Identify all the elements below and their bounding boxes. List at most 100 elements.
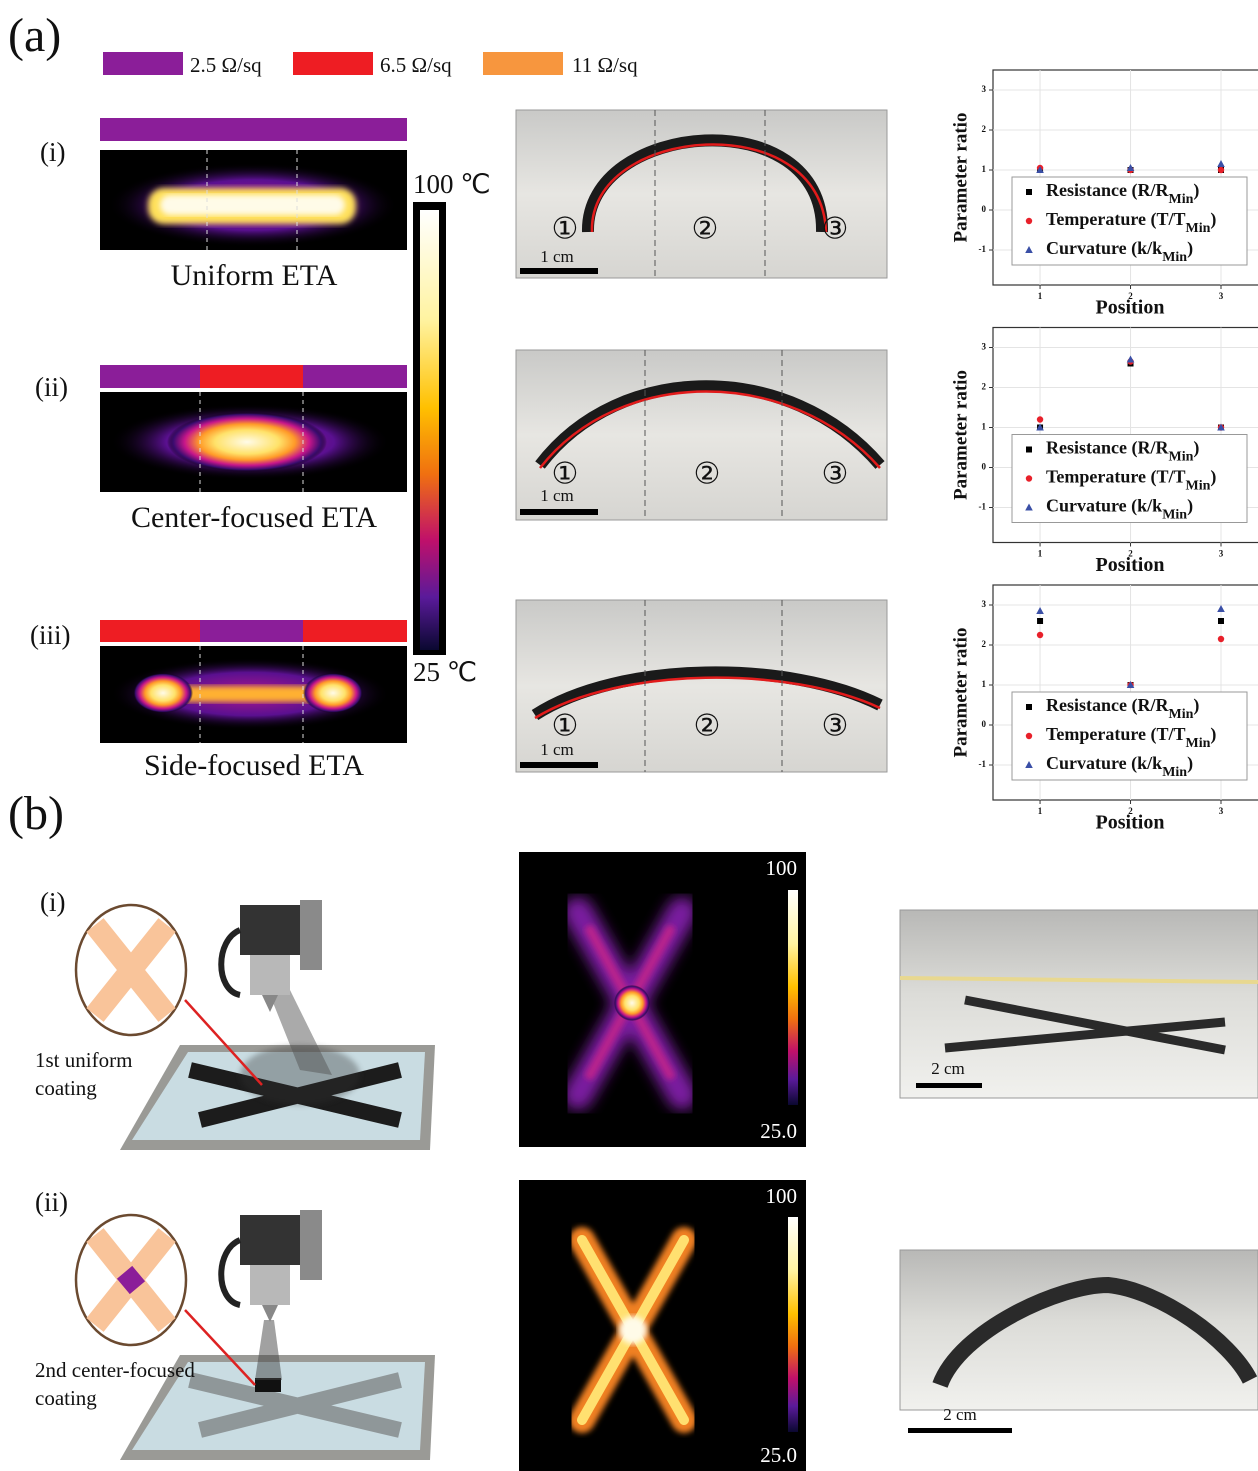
note: coating	[35, 1076, 97, 1100]
y-tick-label: -1	[979, 502, 987, 512]
y-tick-label: 2	[982, 382, 987, 392]
marker	[1026, 704, 1032, 710]
row-label: (ii)	[35, 372, 68, 402]
y-tick-label: 0	[982, 462, 987, 472]
colorbar	[420, 210, 439, 650]
thermal-image: 100 25.0	[519, 1180, 806, 1471]
colorbar-max: 100	[766, 856, 798, 880]
thermal-image	[100, 150, 407, 250]
marker	[1218, 167, 1224, 173]
resistance-bar	[200, 620, 303, 642]
colorbar-min: 25 ℃	[413, 657, 477, 687]
resistance-bar	[303, 365, 407, 388]
photo: ① ② ③ 1 cm	[516, 350, 887, 520]
marker	[1026, 189, 1032, 195]
thermal-image	[100, 646, 407, 743]
position-marker: ③	[822, 457, 849, 492]
colorbar-max: 100 ℃	[413, 169, 491, 199]
legend-swatch	[103, 52, 183, 75]
y-tick-label: 2	[982, 124, 987, 134]
resistance-bar	[200, 365, 303, 388]
legend-label: 11 Ω/sq	[572, 53, 638, 77]
scale-label: 1 cm	[540, 740, 574, 759]
x-tick-label: 3	[1219, 549, 1224, 559]
x-tick-label: 1	[1038, 549, 1043, 559]
note: coating	[35, 1386, 97, 1410]
thermal-image	[100, 392, 407, 492]
row-label: (iii)	[30, 620, 71, 650]
colorbar-max: 100	[766, 1184, 798, 1208]
legend-label: 2.5 Ω/sq	[190, 53, 262, 77]
y-axis-label: Parameter ratio	[950, 628, 971, 758]
y-tick-label: 3	[982, 599, 987, 609]
x-axis-label: Position	[1096, 297, 1165, 319]
x-tick-label: 3	[1219, 291, 1224, 301]
x-axis-label: Position	[1096, 812, 1165, 834]
y-tick-label: 1	[982, 164, 987, 174]
caption: Side-focused ETA	[144, 749, 364, 782]
y-tick-label: 0	[982, 719, 987, 729]
position-marker: ②	[694, 709, 721, 744]
row-label: (i)	[40, 137, 65, 167]
position-marker: ②	[694, 457, 721, 492]
x-tick-label: 3	[1219, 806, 1224, 816]
printer-illustration: (ii) 2nd center-focused coating	[35, 1187, 435, 1460]
scale-label: 2 cm	[943, 1405, 977, 1424]
panel-label: (b)	[8, 787, 64, 840]
marker	[1217, 605, 1225, 612]
position-marker: ①	[552, 212, 579, 247]
note: 2nd center-focused	[35, 1358, 195, 1382]
thermal-image: 100 25.0	[519, 852, 806, 1147]
x-tick-label: 1	[1038, 806, 1043, 816]
marker	[1218, 636, 1224, 642]
position-marker: ③	[822, 212, 849, 247]
photo: ① ② ③ 1 cm	[516, 110, 887, 278]
y-tick-label: 2	[982, 639, 987, 649]
colorbar-min: 25.0	[760, 1119, 797, 1143]
legend-label: 6.5 Ω/sq	[380, 53, 452, 77]
marker	[1036, 607, 1044, 614]
position-marker: ③	[822, 709, 849, 744]
marker	[1037, 618, 1043, 624]
printer-illustration: (i) 1st uniform coating	[35, 887, 435, 1150]
marker	[1037, 416, 1043, 422]
caption: Uniform ETA	[171, 259, 338, 292]
marker	[1217, 160, 1225, 167]
marker	[1026, 733, 1032, 739]
photo: 2 cm	[900, 1250, 1258, 1433]
photo: 2 cm	[900, 910, 1258, 1098]
y-axis-label: Parameter ratio	[950, 113, 971, 243]
row-label: (ii)	[35, 1187, 68, 1217]
resistance-bar	[100, 620, 200, 642]
row-label: (i)	[40, 887, 65, 917]
y-axis-label: Parameter ratio	[950, 370, 971, 500]
colorbar-min: 25.0	[760, 1443, 797, 1467]
scale-label: 2 cm	[931, 1059, 965, 1078]
y-tick-label: 3	[982, 84, 987, 94]
marker	[1218, 618, 1224, 624]
marker	[1026, 447, 1032, 453]
caption: Center-focused ETA	[131, 501, 377, 534]
y-tick-label: 3	[982, 342, 987, 352]
resistance-bar	[303, 620, 407, 642]
x-axis-label: Position	[1096, 554, 1165, 576]
panel-label: (a)	[8, 9, 61, 62]
legend-swatch	[293, 52, 373, 75]
y-tick-label: 0	[982, 204, 987, 214]
marker	[1127, 356, 1135, 363]
note: 1st uniform	[35, 1048, 132, 1072]
resistance-bar	[100, 118, 407, 141]
position-marker: ①	[552, 709, 579, 744]
y-tick-label: -1	[979, 244, 987, 254]
resistance-bar	[100, 365, 200, 388]
marker	[1037, 632, 1043, 638]
y-tick-label: 1	[982, 679, 987, 689]
figure: (a) 2.5 Ω/sq 6.5 Ω/sq 11 Ω/sq (i) Unifor…	[0, 0, 1258, 1471]
photo: ① ② ③ 1 cm	[516, 600, 887, 772]
marker	[1026, 475, 1032, 481]
y-tick-label: -1	[979, 759, 987, 769]
marker	[1026, 218, 1032, 224]
scale-label: 1 cm	[540, 486, 574, 505]
position-marker: ②	[692, 212, 719, 247]
